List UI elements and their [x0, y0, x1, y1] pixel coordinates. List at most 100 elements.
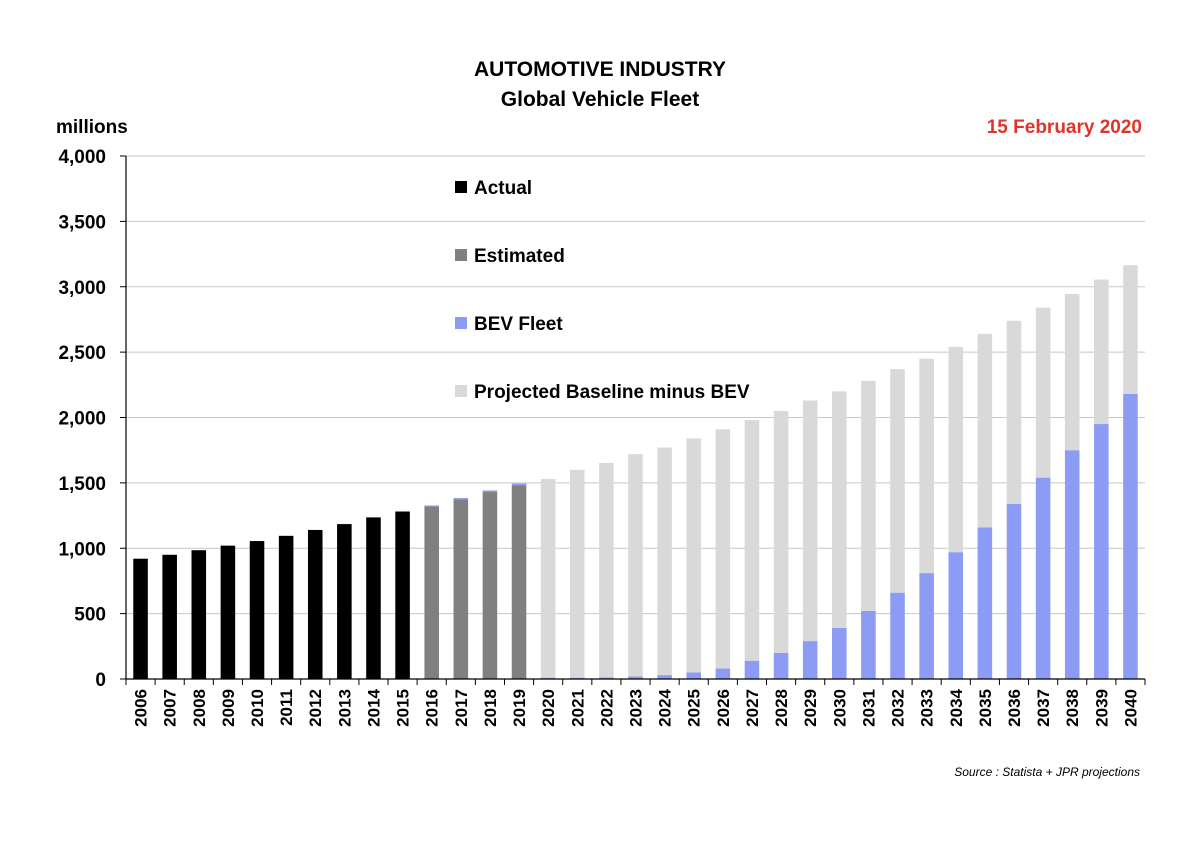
- x-tick-label: 2012: [306, 689, 325, 727]
- x-tick-label: 2007: [161, 689, 180, 727]
- bar-bev-fleet-2021: [569, 677, 585, 679]
- x-tick-label: 2014: [364, 688, 383, 726]
- y-tick-label: 1,500: [58, 474, 106, 495]
- y-tick-label: 3,000: [58, 278, 106, 299]
- y-tick-label: 0: [95, 670, 106, 691]
- bar-bev-fleet-2033: [919, 573, 934, 679]
- bar-bev-fleet-2027: [744, 660, 760, 679]
- bar-bev-fleet-2016: [424, 505, 439, 507]
- bar-estimated-2017: [453, 499, 469, 679]
- legend-swatch-projected-baseline-minus-bev: [455, 385, 467, 397]
- bar-bev-fleet-2032: [890, 592, 905, 679]
- bar-projected-baseline-minus-bev-2030: [832, 391, 847, 629]
- x-tick-label: 2021: [568, 689, 587, 727]
- bar-projected-baseline-minus-bev-2034: [948, 346, 964, 553]
- bar-projected-baseline-minus-bev-2037: [1035, 307, 1051, 478]
- bar-bev-fleet-2031: [861, 611, 876, 679]
- y-tick-label: 4,000: [58, 147, 106, 168]
- bar-bev-fleet-2019: [511, 483, 527, 486]
- bar-estimated-2019: [511, 485, 527, 679]
- y-tick-label: 2,000: [58, 409, 106, 430]
- bar-bev-fleet-2034: [948, 552, 964, 679]
- x-tick-label: 2030: [830, 689, 849, 727]
- bar-projected-baseline-minus-bev-2021: [569, 469, 585, 678]
- x-tick-label: 2022: [597, 689, 616, 727]
- bar-estimated-2018: [482, 492, 498, 679]
- bar-projected-baseline-minus-bev-2032: [890, 369, 905, 593]
- y-axis-unit-label: millions: [56, 117, 128, 138]
- bar-actual-2013: [337, 524, 352, 679]
- bar-actual-2011: [278, 535, 294, 679]
- x-tick-label: 2011: [277, 689, 296, 726]
- x-tick-label: 2023: [627, 689, 646, 727]
- bar-actual-2006: [133, 558, 148, 679]
- bar-bev-fleet-2030: [832, 628, 847, 679]
- bar-bev-fleet-2037: [1035, 477, 1051, 679]
- x-tick-label: 2024: [656, 688, 675, 726]
- x-tick-label: 2006: [132, 689, 151, 727]
- legend-label: Actual: [474, 178, 532, 199]
- bar-projected-baseline-minus-bev-2038: [1064, 293, 1080, 451]
- bar-actual-2009: [220, 545, 236, 679]
- x-tick-label: 2035: [976, 689, 995, 727]
- legend-label: Projected Baseline minus BEV: [474, 382, 750, 403]
- legend-swatch-bev-fleet: [455, 317, 467, 329]
- x-tick-label: 2026: [714, 689, 733, 727]
- bar-bev-fleet-2036: [1006, 503, 1022, 679]
- bar-actual-2015: [395, 511, 410, 679]
- bar-bev-fleet-2015: [395, 510, 410, 512]
- x-tick-label: 2015: [394, 689, 413, 727]
- bar-bev-fleet-2023: [628, 676, 643, 679]
- y-tick-label: 3,500: [58, 212, 106, 233]
- bar-actual-2014: [366, 517, 381, 679]
- y-tick-label: 500: [74, 605, 106, 626]
- chart-subtitle: Global Vehicle Fleet: [500, 88, 700, 111]
- x-tick-label: 2040: [1121, 689, 1140, 727]
- x-tick-label: 2027: [743, 689, 762, 727]
- x-tick-label: 2032: [889, 689, 908, 727]
- bar-bev-fleet-2029: [802, 641, 818, 679]
- x-tick-label: 2009: [219, 689, 238, 727]
- legend-swatch-estimated: [455, 249, 467, 261]
- bar-actual-2010: [249, 541, 265, 679]
- x-tick-label: 2028: [772, 689, 791, 727]
- bar-actual-2008: [191, 550, 207, 679]
- x-tick-label: 2038: [1063, 689, 1082, 727]
- x-tick-label: 2013: [335, 689, 354, 727]
- bar-bev-fleet-2018: [482, 490, 498, 493]
- bar-projected-baseline-minus-bev-2028: [773, 410, 789, 653]
- bar-bev-fleet-2020: [540, 677, 556, 679]
- x-tick-label: 2039: [1092, 689, 1111, 727]
- bar-bev-fleet-2022: [599, 677, 614, 679]
- bar-bev-fleet-2038: [1064, 450, 1080, 679]
- bar-projected-baseline-minus-bev-2040: [1123, 265, 1138, 394]
- x-tick-label: 2025: [685, 689, 704, 727]
- bar-estimated-2016: [424, 506, 439, 679]
- bar-projected-baseline-minus-bev-2022: [599, 463, 614, 678]
- x-tick-label: 2029: [801, 689, 820, 727]
- bar-bev-fleet-2039: [1094, 424, 1109, 679]
- x-tick-label: 2033: [918, 689, 937, 727]
- y-tick-label: 2,500: [58, 343, 106, 364]
- bar-projected-baseline-minus-bev-2029: [802, 400, 818, 642]
- x-tick-label: 2008: [190, 689, 209, 727]
- legend-label: Estimated: [474, 246, 565, 267]
- bar-projected-baseline-minus-bev-2035: [977, 333, 993, 528]
- x-tick-label: 2018: [481, 689, 500, 727]
- bar-bev-fleet-2017: [453, 498, 469, 500]
- bar-projected-baseline-minus-bev-2025: [686, 438, 702, 673]
- chart-date: 15 February 2020: [986, 117, 1142, 138]
- x-tick-label: 2010: [248, 689, 267, 727]
- x-tick-label: 2016: [423, 689, 442, 727]
- bar-actual-2007: [162, 554, 177, 679]
- bar-projected-baseline-minus-bev-2031: [861, 380, 876, 612]
- x-tick-label: 2020: [539, 689, 558, 727]
- bar-projected-baseline-minus-bev-2033: [919, 358, 934, 574]
- x-tick-label: 2036: [1005, 689, 1024, 727]
- bar-projected-baseline-minus-bev-2020: [540, 478, 556, 678]
- x-tick-label: 2034: [947, 688, 966, 726]
- bar-projected-baseline-minus-bev-2036: [1006, 320, 1022, 504]
- x-tick-label: 2019: [510, 689, 529, 727]
- bar-bev-fleet-2035: [977, 527, 993, 679]
